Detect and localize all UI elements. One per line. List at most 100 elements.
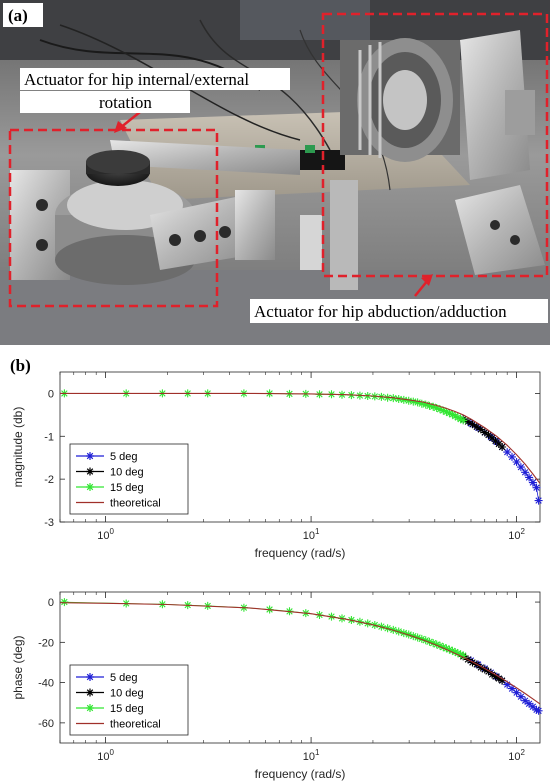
data-point [521, 696, 530, 705]
data-point [491, 437, 500, 445]
data-point [60, 598, 69, 607]
data-point [494, 440, 503, 448]
bolt [510, 235, 520, 245]
bolt [36, 199, 48, 211]
abduction-callout-arrowhead [421, 274, 433, 286]
y-tick-label: -40 [38, 678, 54, 690]
data-point [459, 651, 468, 660]
bolt [169, 234, 181, 246]
data-point [525, 473, 534, 482]
magnitude-plot: 100 101 102 0 -1 -2 -3 frequency (rad/s) magnitu… [11, 371, 543, 560]
data-point [448, 646, 457, 655]
y-axis-label: phase (deg) [11, 635, 25, 699]
y-tick-label: -20 [38, 637, 54, 649]
y-tick-label: -2 [44, 474, 54, 486]
data-point [516, 463, 525, 472]
data-point [488, 434, 497, 442]
data-point [456, 650, 465, 659]
data-point [476, 663, 485, 672]
series-theoretical [60, 392, 541, 484]
data-point [417, 399, 426, 408]
bolt [490, 220, 500, 230]
data-point [413, 398, 422, 407]
data-point [442, 407, 451, 416]
legend-marker [86, 452, 94, 460]
data-point [468, 420, 477, 429]
rotation-callout-arrowhead [114, 121, 127, 133]
data-point [432, 404, 441, 412]
spring-housing [300, 215, 322, 270]
callout-hip-rotation-line1: Actuator for hip internal/external [24, 70, 249, 89]
y-tick-label: -60 [38, 718, 54, 730]
data-point [409, 397, 418, 406]
data-point [472, 422, 481, 431]
phase-plot: 100 101 102 0 -20 -40 -60 frequency (rad/s) phas… [11, 591, 543, 781]
theoretical-curve [60, 392, 541, 484]
data-point [421, 400, 430, 409]
x-tick-label: 102 [508, 748, 525, 763]
abduction-bracket [455, 185, 545, 275]
data-point [456, 415, 465, 424]
data-point [484, 667, 493, 676]
x-tick-label: 102 [508, 527, 525, 542]
data-point [432, 640, 441, 649]
legend-label: theoretical [110, 719, 161, 731]
data-point [464, 417, 472, 426]
callout-abduction-bg [250, 299, 548, 323]
data-point [480, 428, 489, 437]
data-point [508, 452, 516, 461]
legend-marker [86, 688, 94, 697]
legend-marker [86, 704, 94, 712]
bolt [194, 230, 206, 242]
legend-label: 15 deg [110, 703, 144, 715]
data-point [476, 425, 485, 434]
data-point [525, 699, 534, 708]
legend-label: theoretical [110, 498, 161, 510]
data-point [512, 458, 521, 466]
legend-label: 5 deg [110, 672, 138, 684]
equipment-shelf [240, 0, 370, 40]
y-tick-label: 0 [48, 597, 54, 609]
data-point [439, 643, 448, 652]
callout-rotation-bg-line1 [20, 68, 290, 90]
bolt [36, 239, 48, 251]
x-tick-label: 101 [303, 748, 320, 763]
panel-a-tag-bg [3, 3, 43, 27]
data-point [439, 406, 448, 415]
data-point [436, 405, 444, 414]
abduction-actuator-hub [383, 70, 427, 130]
panel-a-tag: (a) [8, 6, 28, 25]
data-point [445, 645, 454, 654]
x-axis-label: frequency (rad/s) [255, 546, 346, 560]
y-tick-label: -1 [44, 431, 54, 443]
x-axis-label: frequency (rad/s) [255, 767, 346, 781]
data-point [503, 680, 512, 689]
data-point [445, 409, 454, 418]
rotation-actuator-disc-top [86, 150, 150, 174]
data-point [451, 412, 460, 421]
legend-marker [86, 467, 94, 476]
data-point [521, 468, 530, 477]
board-connector [305, 145, 315, 153]
series-theoretical [59, 602, 541, 705]
abduction-mount-block [460, 30, 530, 180]
data-point [399, 395, 408, 404]
data-point [491, 672, 500, 681]
actuator-photo: (a) Actuator for hip internal/external r… [0, 0, 550, 345]
data-point [498, 443, 507, 451]
data-point [442, 644, 451, 653]
data-point [453, 413, 462, 422]
x-tick-label: 100 [97, 748, 114, 763]
data-point [516, 692, 525, 701]
legend-label: 10 deg [110, 688, 144, 700]
x-tick-label: 100 [97, 527, 114, 542]
data-point [429, 639, 438, 648]
y-axis-label: magnitude (db) [11, 407, 25, 488]
callout-rotation-bg-line2 [20, 91, 190, 113]
data-point [512, 688, 521, 697]
y-tick-label: -3 [44, 517, 54, 529]
data-point [436, 641, 444, 650]
cylinder-weight [505, 90, 535, 135]
photo-panel: (a) Actuator for hip internal/external r… [0, 0, 550, 345]
data-point [488, 670, 497, 679]
